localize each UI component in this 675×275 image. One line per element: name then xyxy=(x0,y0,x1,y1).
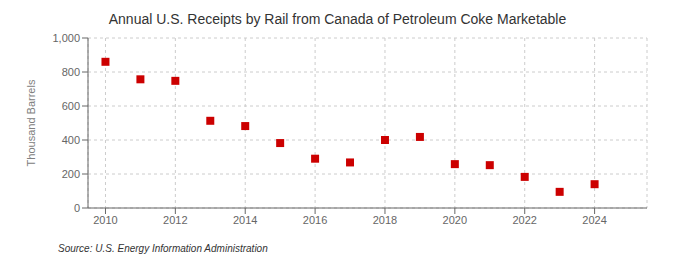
svg-text:2010: 2010 xyxy=(93,214,117,226)
svg-text:800: 800 xyxy=(62,66,80,78)
svg-text:1,000: 1,000 xyxy=(52,32,80,44)
svg-text:2018: 2018 xyxy=(373,214,397,226)
svg-text:2012: 2012 xyxy=(163,214,187,226)
svg-text:2024: 2024 xyxy=(582,214,606,226)
html-text:Source: U.S. Energy Informatio: Source: U.S. Energy Information Administ… xyxy=(58,243,268,254)
svg-text:400: 400 xyxy=(62,134,80,146)
svg-text:2014: 2014 xyxy=(233,214,257,226)
svg-text:600: 600 xyxy=(62,100,80,112)
svg-text:2022: 2022 xyxy=(512,214,536,226)
svg-text:2020: 2020 xyxy=(443,214,467,226)
svg-text:0: 0 xyxy=(74,202,80,214)
svg-text:200: 200 xyxy=(62,168,80,180)
svg-text:Thousand Barrels: Thousand Barrels xyxy=(25,79,37,166)
html-text:Annual U.S. Receipts by Rail f: Annual U.S. Receipts by Rail from Canada… xyxy=(108,11,567,27)
svg-text:2016: 2016 xyxy=(303,214,327,226)
